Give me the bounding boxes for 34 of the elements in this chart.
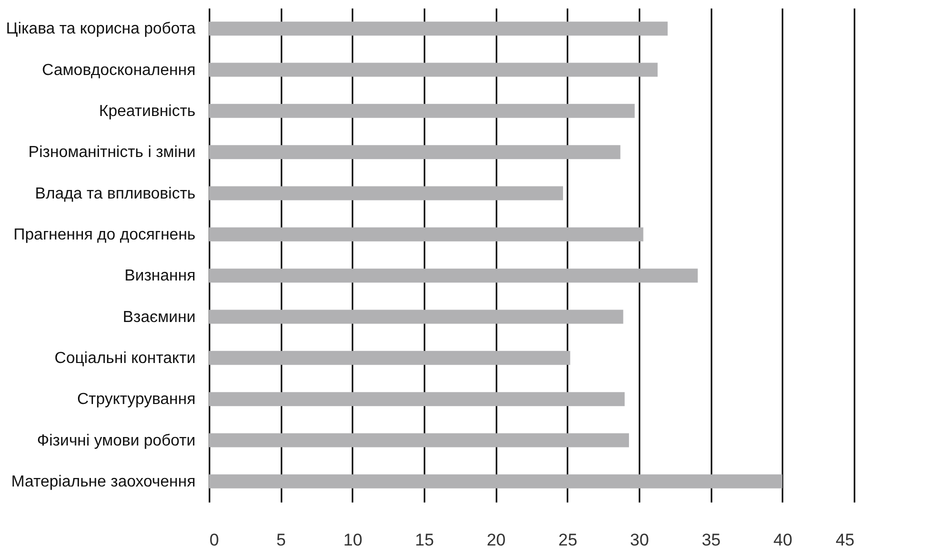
y-tick-label: Взаємини — [122, 308, 196, 326]
y-tick-label: Самовдосконалення — [42, 62, 196, 79]
x-tick-label: 45 — [836, 530, 854, 550]
y-tick-label: Визнання — [124, 268, 196, 285]
bar — [209, 350, 570, 365]
bar — [209, 433, 629, 448]
y-tick-label: Влада та впливовість — [35, 185, 196, 202]
y-tick-label: Соціальні контакти — [54, 350, 196, 367]
x-tick-label: 20 — [486, 530, 506, 550]
x-tick-label: 0 — [210, 530, 219, 550]
y-tick-label: Прагнення до досягнень — [14, 226, 196, 244]
bar — [209, 227, 644, 242]
bar — [209, 104, 635, 118]
bar — [209, 186, 564, 200]
bar — [209, 474, 782, 488]
bar — [209, 62, 658, 77]
x-tick-label: 5 — [276, 530, 286, 550]
bar — [209, 145, 620, 160]
x-tick-label: 40 — [773, 530, 792, 550]
x-tick-label: 25 — [558, 530, 578, 550]
x-tick-label: 10 — [343, 530, 362, 550]
y-tick-label: Структурування — [77, 391, 196, 408]
x-tick-label: 15 — [415, 530, 434, 550]
y-tick-label: Фізичні умови роботи — [36, 432, 196, 450]
y-tick-label: Цікава та корисна робота — [6, 20, 196, 38]
x-tick-label: 30 — [630, 530, 649, 550]
x-tick-label: 35 — [702, 530, 721, 550]
y-tick-label: Матеріальне заохочення — [11, 473, 196, 490]
bar — [209, 22, 668, 36]
y-tick-label: Різноманітність і зміни — [28, 144, 196, 162]
bar — [209, 392, 625, 406]
bar — [209, 310, 624, 324]
y-tick-label: Креативність — [99, 102, 196, 120]
bar — [209, 268, 698, 283]
